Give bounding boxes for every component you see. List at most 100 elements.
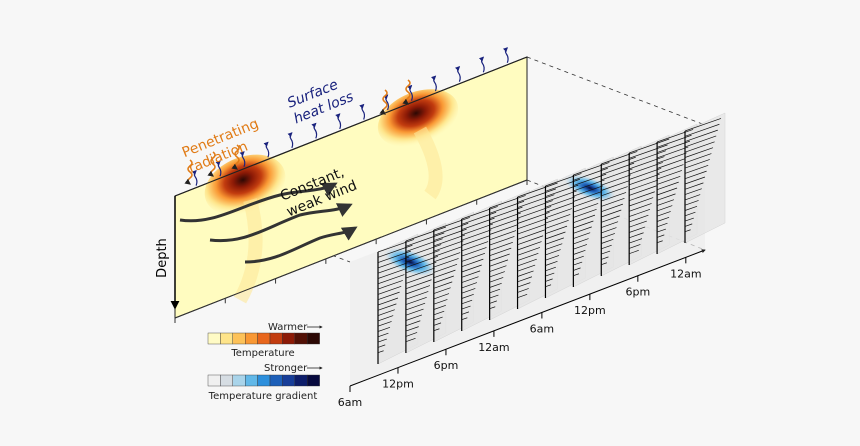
velocity-hatch: [629, 214, 649, 223]
velocity-hatch: [656, 193, 676, 201]
velocity-hatch: [517, 270, 534, 277]
velocity-hatch: [656, 134, 692, 148]
velocity-hatch: [545, 266, 556, 272]
velocity-hatch: [433, 310, 445, 316]
velocity-hatch: [433, 275, 454, 284]
velocity-hatch: [656, 158, 686, 169]
velocity-hatch: [684, 200, 699, 206]
legend-swatch: [207, 332, 221, 345]
velocity-hatch: [433, 304, 446, 310]
velocity-hatch: [601, 180, 630, 191]
velocity-hatch: [489, 294, 499, 299]
heat-loss-arrow: [215, 160, 222, 177]
velocity-hatch: [573, 191, 602, 202]
velocity-hatch: [489, 195, 526, 209]
velocity-hatch: [573, 220, 594, 229]
velocity-hatch: [573, 197, 600, 208]
velocity-hatch: [489, 259, 509, 267]
velocity-hatch: [489, 282, 502, 288]
legend-swatch: [269, 332, 283, 345]
velocity-hatch: [377, 274, 405, 285]
velocity-hatch: [461, 305, 471, 310]
velocity-hatch: [545, 173, 582, 187]
velocity-hatch: [629, 173, 660, 186]
legend-swatch: [244, 332, 258, 345]
legend-swatch: [307, 332, 320, 345]
legend-swatch: [294, 332, 308, 345]
velocity-hatch: [684, 229, 691, 233]
velocity-hatch: [684, 205, 698, 211]
velocity-hatch: [629, 220, 647, 228]
wind-arrow-1: [179, 182, 338, 223]
velocity-hatch: [517, 247, 541, 256]
time-tick-label: 12pm: [382, 378, 414, 391]
time-tick-label: 6pm: [434, 359, 459, 372]
velocity-hatch: [405, 302, 426, 311]
velocity-hatch: [629, 156, 665, 170]
velocity-hatch: [601, 244, 612, 250]
velocity-hatch: [405, 273, 434, 284]
velocity-hatch: [684, 223, 693, 227]
legend-gradient-label: Temperature gradient: [208, 391, 318, 402]
radiation-squiggle: [207, 151, 216, 177]
velocity-hatch: [405, 291, 429, 300]
velocity-hatch: [461, 258, 484, 268]
velocity-hatch: [601, 156, 636, 170]
heat-loss-arrow: [407, 84, 413, 101]
legend-temperature-arrow-label: Warmer: [268, 322, 308, 333]
velocity-hatch: [377, 291, 400, 301]
legend-swatch: [307, 374, 320, 387]
heat-loss-arrow: [431, 75, 437, 92]
velocity-hatch: [545, 272, 555, 277]
velocity-hatch: [461, 229, 492, 241]
velocity-hatch: [545, 178, 580, 192]
legend-gradient-arrow-label: Stronger: [264, 363, 308, 374]
velocity-hatch: [377, 268, 407, 279]
legend-swatch: [269, 374, 283, 387]
velocity-hatch: [573, 167, 608, 181]
velocity-hatch: [489, 224, 518, 235]
legend-swatch: [282, 332, 295, 345]
velocity-hatch: [405, 296, 427, 305]
velocity-hatch: [461, 206, 498, 220]
velocity-hatch: [461, 223, 494, 236]
legend-swatch: [294, 374, 308, 387]
velocity-hatch: [517, 182, 558, 198]
legend-gradient: Stronger Temperature gradient: [208, 363, 323, 402]
velocity-hatch: [405, 244, 442, 258]
velocity-hatch: [601, 186, 628, 197]
velocity-hatch: [489, 212, 521, 225]
velocity-hatch: [517, 200, 553, 214]
heat-loss-arrow: [311, 122, 318, 139]
velocity-hatch: [489, 241, 513, 251]
velocity-hatch: [545, 255, 560, 261]
velocity-hatch: [545, 260, 558, 266]
velocity-hatch: [517, 223, 547, 235]
velocity-hatch: [433, 234, 466, 247]
velocity-hatch: [601, 221, 619, 228]
velocity-hatch: [656, 187, 678, 196]
velocity-hatch: [517, 188, 557, 203]
velocity-hatch: [629, 179, 659, 191]
velocity-hatch: [629, 197, 654, 207]
velocity-hatch: [489, 247, 512, 257]
velocity-hatch: [461, 241, 489, 252]
velocity-hatch: [573, 267, 581, 271]
velocity-hatch: [573, 249, 586, 255]
velocity-hatch: [656, 216, 670, 222]
velocity-hatch: [517, 217, 549, 230]
velocity-hatch: [461, 211, 497, 225]
velocity-hatch: [489, 265, 507, 272]
velocity-hatch: [629, 238, 643, 244]
legend-swatch: [232, 374, 246, 387]
velocity-hatch: [573, 185, 604, 197]
velocity-hatch: [433, 252, 461, 263]
velocity-hatch: [517, 241, 542, 251]
velocity-hatch: [573, 238, 589, 245]
velocity-hatch: [377, 338, 387, 343]
velocity-hatch: [517, 294, 528, 299]
velocity-hatch: [377, 309, 395, 316]
velocity-hatch: [517, 252, 539, 261]
velocity-hatch: [573, 203, 599, 213]
